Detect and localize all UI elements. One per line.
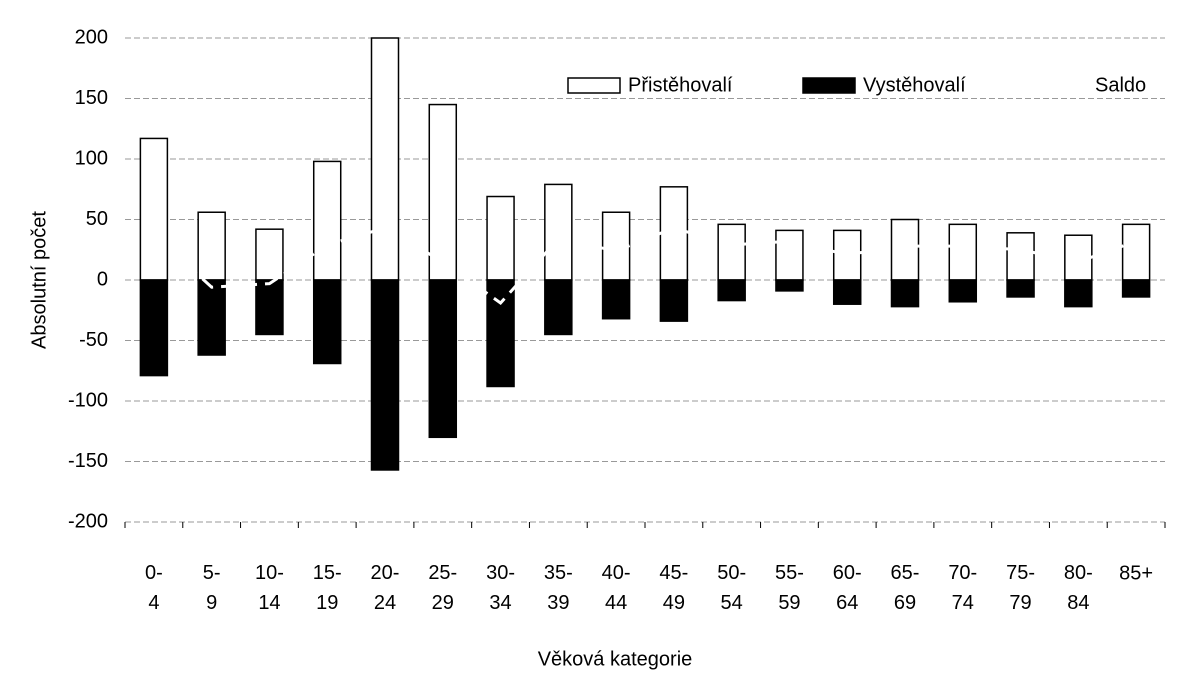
x-tick-label: 70-74 bbox=[948, 562, 977, 614]
bar bbox=[544, 279, 573, 336]
bar bbox=[197, 279, 226, 356]
bar bbox=[1006, 232, 1035, 281]
legend-swatch bbox=[567, 77, 621, 94]
x-tick-label: 25-29 bbox=[428, 562, 457, 614]
y-tick-label: -50 bbox=[79, 329, 108, 351]
bar bbox=[659, 279, 689, 322]
x-tick-label: 0-4 bbox=[145, 562, 163, 614]
y-tick-label: 100 bbox=[75, 147, 108, 169]
bar bbox=[370, 37, 400, 281]
x-tick-label: 20-24 bbox=[371, 562, 400, 614]
bar bbox=[948, 223, 978, 281]
x-tick-label: 80-84 bbox=[1064, 562, 1093, 614]
bar bbox=[139, 279, 169, 377]
bar bbox=[486, 195, 515, 281]
bar bbox=[312, 279, 342, 365]
bar bbox=[255, 279, 284, 336]
legend-swatch bbox=[802, 77, 856, 94]
bar bbox=[428, 103, 458, 281]
x-tick-label: 35-39 bbox=[544, 562, 573, 614]
x-axis-title: Věková kategorie bbox=[538, 648, 693, 670]
y-tick-label: -200 bbox=[68, 510, 108, 532]
bar bbox=[1121, 279, 1151, 298]
x-tick-label: 5-9 bbox=[203, 562, 221, 614]
x-tick-label: 45-49 bbox=[659, 562, 688, 614]
bar bbox=[255, 228, 284, 281]
bar bbox=[601, 279, 631, 320]
y-tick-label: -100 bbox=[68, 389, 108, 411]
bar bbox=[1121, 223, 1151, 281]
bar bbox=[312, 160, 342, 281]
bar bbox=[717, 279, 746, 302]
legend-label: Přistěhovalí bbox=[628, 74, 733, 96]
y-tick-label: 0 bbox=[97, 268, 108, 290]
bar bbox=[832, 229, 862, 281]
y-tick-label: 50 bbox=[86, 208, 108, 230]
y-axis-title: Absolutní počet bbox=[28, 211, 50, 349]
bar bbox=[832, 279, 862, 305]
bar bbox=[1064, 234, 1093, 281]
bar bbox=[428, 279, 458, 439]
x-tick-label: 30-34 bbox=[486, 562, 515, 614]
bar bbox=[1064, 279, 1093, 308]
legend-label: Vystěhovalí bbox=[863, 74, 966, 96]
bar bbox=[717, 223, 746, 281]
x-tick-label: 60-64 bbox=[833, 562, 862, 614]
saldo-line bbox=[152, 226, 1137, 305]
bar bbox=[890, 218, 920, 281]
x-tick-label: 15-19 bbox=[313, 562, 342, 614]
y-tick-label: -150 bbox=[68, 450, 108, 472]
x-tick-label: 40-44 bbox=[602, 562, 631, 614]
bar bbox=[775, 279, 804, 292]
x-tick-label: 65-69 bbox=[891, 562, 920, 614]
bar bbox=[370, 279, 400, 471]
bar bbox=[486, 279, 515, 388]
x-tick-label: 50-54 bbox=[717, 562, 746, 614]
bar bbox=[139, 137, 169, 281]
bar bbox=[544, 183, 573, 281]
legend-label: Saldo bbox=[1095, 74, 1146, 96]
y-tick-label: 200 bbox=[75, 26, 108, 48]
bar bbox=[948, 279, 978, 303]
y-tick-label: 150 bbox=[75, 87, 108, 109]
x-tick-label: 75-79 bbox=[1006, 562, 1035, 614]
x-tick-label: 85+ bbox=[1119, 562, 1153, 584]
bar bbox=[775, 229, 804, 281]
bar bbox=[659, 186, 689, 281]
bar bbox=[890, 279, 920, 308]
x-tick-label: 10-14 bbox=[255, 562, 284, 614]
bar bbox=[197, 211, 226, 281]
bar bbox=[1006, 279, 1035, 298]
x-tick-label: 55-59 bbox=[775, 562, 804, 614]
